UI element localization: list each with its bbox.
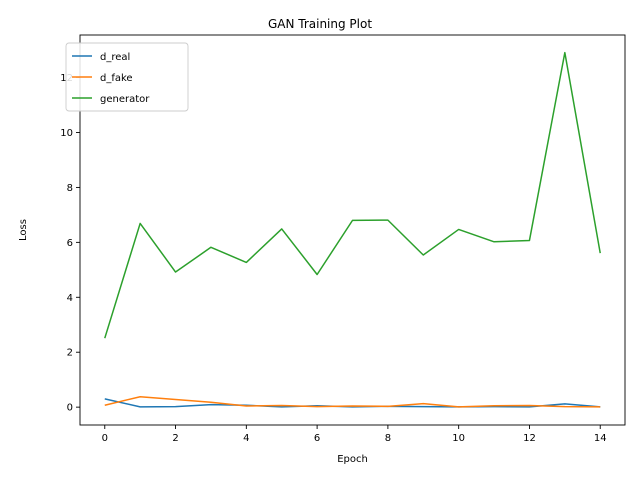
x-tick-label: 0 — [102, 433, 108, 444]
x-tick-label: 12 — [523, 433, 536, 444]
plot-frame — [79, 34, 626, 426]
chart-title: GAN Training Plot — [268, 17, 372, 31]
y-tick-label: 0 — [67, 403, 73, 414]
y-tick-label: 10 — [60, 128, 73, 139]
legend: d_real d_fake generator — [65, 42, 189, 112]
x-axis-label: Epoch — [337, 454, 368, 465]
series-line-generator — [104, 51, 601, 339]
legend-label-d_real: d_real — [100, 52, 130, 63]
series-line-d_fake — [104, 395, 601, 408]
y-tick-label: 6 — [67, 238, 73, 249]
x-tick-label: 4 — [243, 433, 249, 444]
x-tick-label: 2 — [172, 433, 178, 444]
x-tick-label: 6 — [314, 433, 320, 444]
x-tick-label: 14 — [594, 433, 607, 444]
legend-label-d_fake: d_fake — [100, 73, 133, 84]
y-axis-label: Loss — [18, 219, 29, 241]
x-tick-label: 8 — [385, 433, 391, 444]
y-tick-label: 2 — [67, 348, 73, 359]
plot-area — [104, 51, 601, 408]
y-tick-label: 4 — [67, 293, 73, 304]
y-tick-label: 8 — [67, 183, 73, 194]
legend-box — [65, 42, 189, 112]
legend-label-generator: generator — [100, 94, 150, 105]
series-line-d_real — [104, 398, 601, 408]
x-axis-ticks: 0 2 4 6 8 10 12 14 — [102, 425, 607, 444]
x-tick-label: 10 — [452, 433, 465, 444]
